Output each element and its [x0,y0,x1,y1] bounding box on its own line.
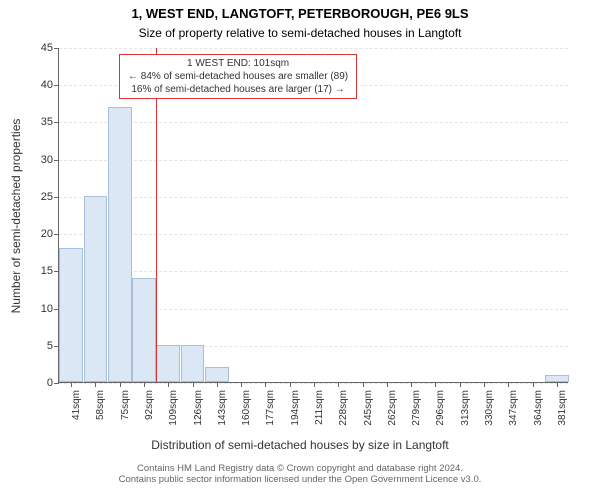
histogram-bar [205,367,229,382]
x-tick-label: 347sqm [508,390,519,426]
histogram-bar [545,375,569,382]
x-tick-mark [290,382,291,387]
x-tick-mark [484,382,485,387]
y-tick-mark [54,234,59,235]
y-tick-label: 0 [47,377,53,389]
footer-line-2: Contains public sector information licen… [0,474,600,485]
x-tick-mark [193,382,194,387]
x-tick-label: 364sqm [533,390,544,426]
x-tick-label: 75sqm [120,390,131,420]
annotation-box: 1 WEST END: 101sqm← 84% of semi-detached… [119,54,357,99]
x-tick-mark [71,382,72,387]
y-tick-label: 15 [41,265,53,277]
x-tick-mark [508,382,509,387]
x-tick-mark [95,382,96,387]
x-tick-label: 245sqm [363,390,374,426]
x-tick-label: 41sqm [71,390,82,420]
x-tick-mark [557,382,558,387]
x-tick-mark [411,382,412,387]
x-tick-mark [144,382,145,387]
chart-footer: Contains HM Land Registry data © Crown c… [0,463,600,485]
chart-subtitle: Size of property relative to semi-detach… [0,26,600,40]
x-tick-label: 58sqm [95,390,106,420]
annotation-line: 1 WEST END: 101sqm [128,57,348,70]
y-tick-label: 30 [41,154,53,166]
histogram-bar [181,345,205,382]
histogram-bar [59,248,83,382]
x-tick-mark [168,382,169,387]
x-tick-label: 109sqm [168,390,179,426]
y-axis-label: Number of semi-detached properties [9,118,23,313]
gridline [59,160,568,161]
x-tick-label: 262sqm [387,390,398,426]
x-tick-mark [265,382,266,387]
x-tick-mark [435,382,436,387]
x-tick-mark [241,382,242,387]
footer-line-1: Contains HM Land Registry data © Crown c… [0,463,600,474]
x-tick-mark [533,382,534,387]
gridline [59,234,568,235]
histogram-bar [156,345,180,382]
x-tick-label: 313sqm [460,390,471,426]
x-tick-label: 381sqm [557,390,568,426]
x-tick-label: 126sqm [193,390,204,426]
chart-title: 1, WEST END, LANGTOFT, PETERBOROUGH, PE6… [0,6,600,21]
y-tick-mark [54,383,59,384]
histogram-bar [108,107,132,382]
annotation-line: ← 84% of semi-detached houses are smalle… [128,70,348,83]
x-tick-mark [387,382,388,387]
x-tick-label: 330sqm [484,390,495,426]
x-tick-label: 194sqm [290,390,301,426]
y-tick-mark [54,85,59,86]
y-tick-mark [54,160,59,161]
x-tick-label: 143sqm [217,390,228,426]
y-tick-label: 5 [47,340,53,352]
x-tick-mark [338,382,339,387]
x-tick-label: 279sqm [411,390,422,426]
x-tick-mark [120,382,121,387]
y-tick-label: 25 [41,191,53,203]
y-tick-label: 35 [41,116,53,128]
y-tick-label: 10 [41,303,53,315]
x-tick-label: 228sqm [338,390,349,426]
x-tick-label: 177sqm [265,390,276,426]
y-tick-mark [54,122,59,123]
x-tick-mark [460,382,461,387]
histogram-bar [132,278,156,382]
histogram-chart: 1, WEST END, LANGTOFT, PETERBOROUGH, PE6… [0,0,600,500]
gridline [59,48,568,49]
gridline [59,197,568,198]
x-tick-label: 296sqm [435,390,446,426]
x-tick-label: 211sqm [314,390,325,425]
histogram-bar [84,196,108,382]
x-tick-label: 92sqm [144,390,155,420]
y-tick-label: 20 [41,228,53,240]
y-tick-label: 40 [41,79,53,91]
x-tick-mark [363,382,364,387]
y-tick-label: 45 [41,42,53,54]
x-tick-label: 160sqm [241,390,252,426]
gridline [59,122,568,123]
annotation-line: 16% of semi-detached houses are larger (… [128,83,348,96]
y-tick-mark [54,197,59,198]
y-tick-mark [54,48,59,49]
x-tick-mark [314,382,315,387]
x-axis-label: Distribution of semi-detached houses by … [0,438,600,452]
plot-area: 05101520253035404541sqm58sqm75sqm92sqm10… [58,48,568,383]
gridline [59,271,568,272]
x-tick-mark [217,382,218,387]
